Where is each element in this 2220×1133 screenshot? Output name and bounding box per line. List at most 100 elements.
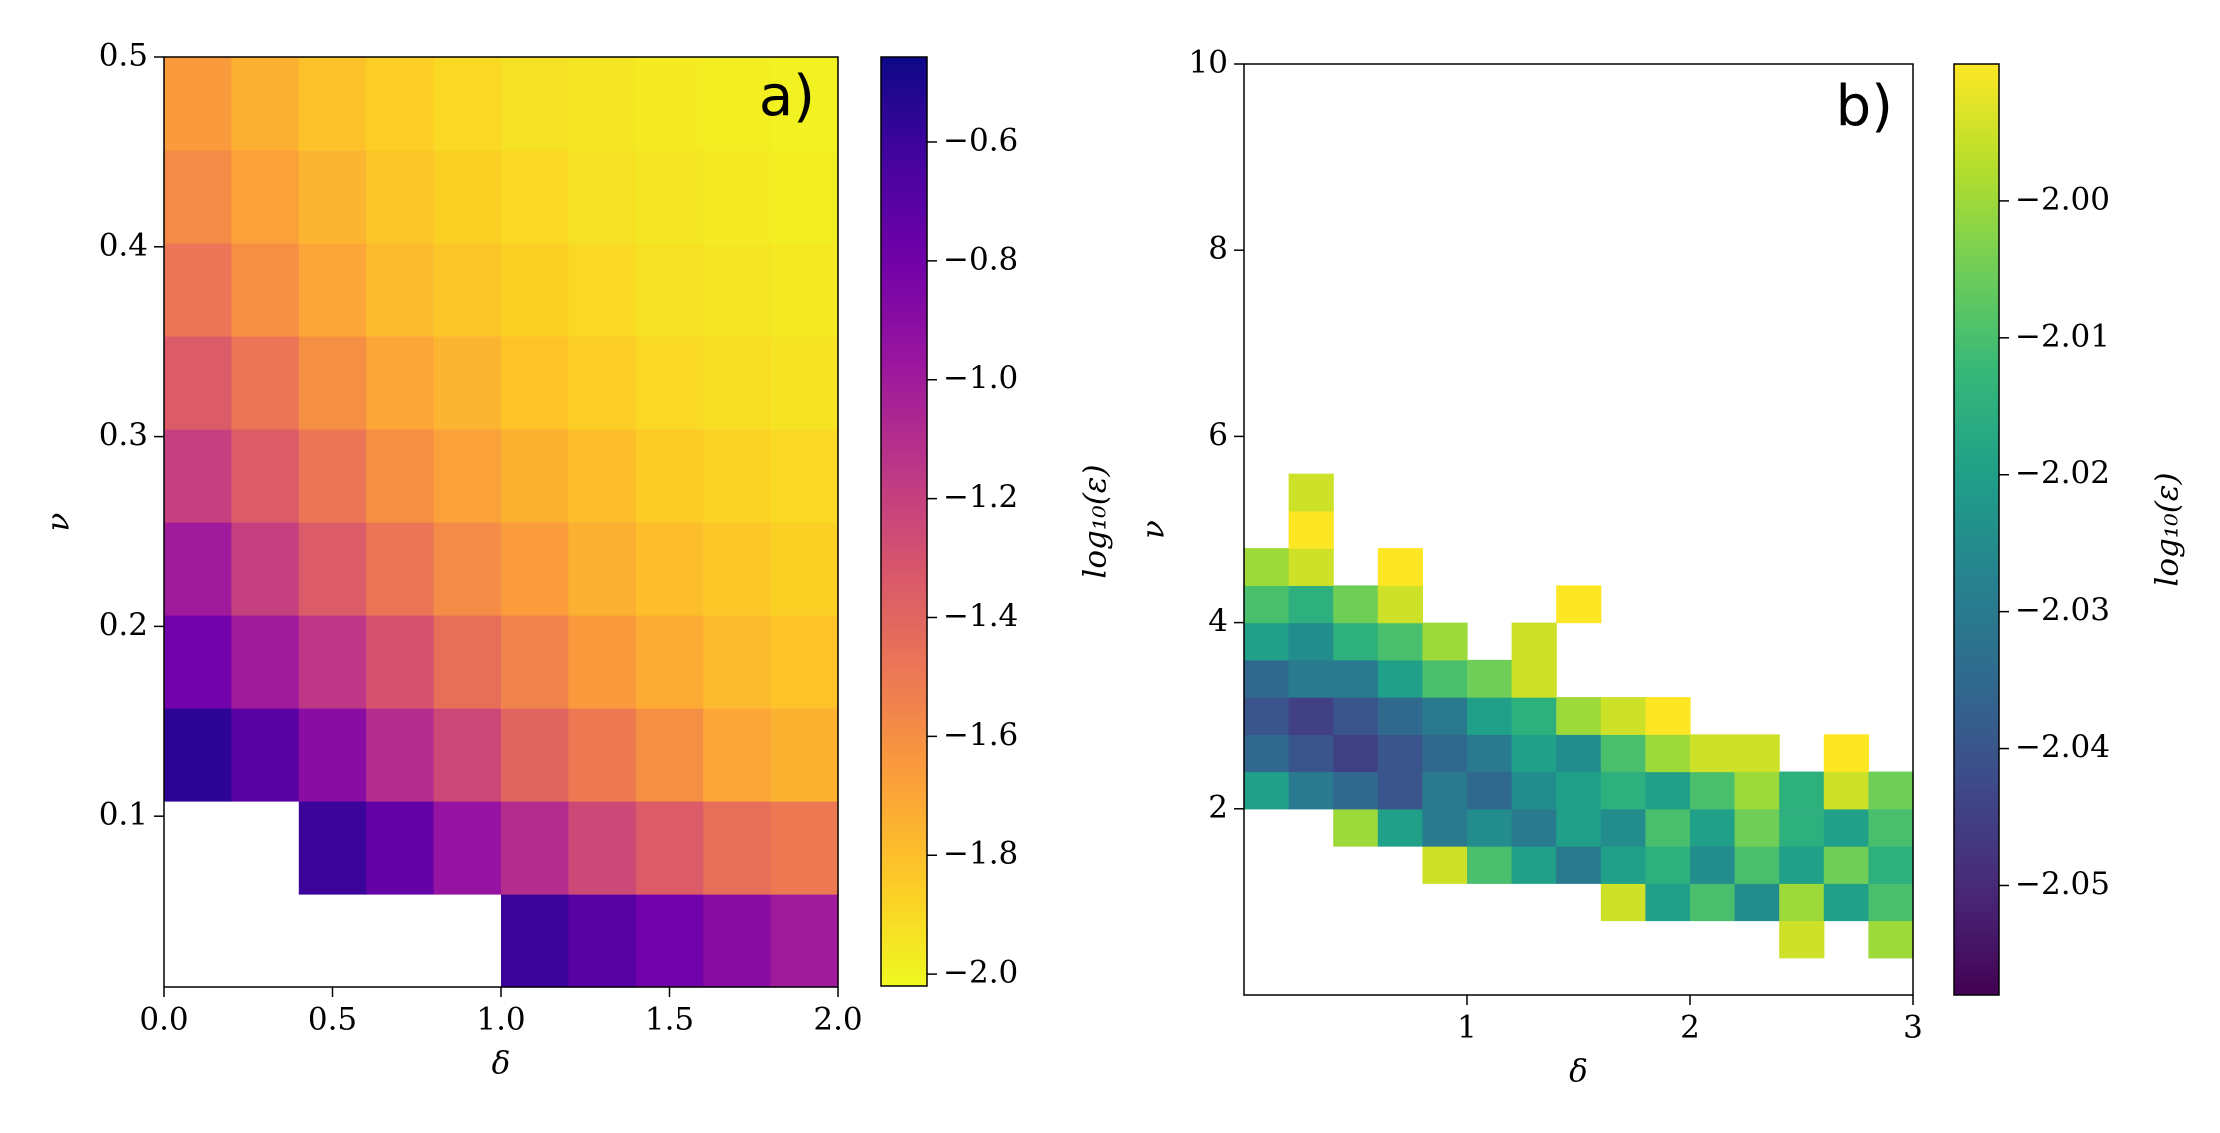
heatmap-cell bbox=[1645, 883, 1691, 922]
heatmap-cell bbox=[1779, 771, 1825, 810]
heatmap-cell bbox=[1823, 734, 1869, 773]
heatmap-cell bbox=[1244, 548, 1290, 586]
heatmap-cell bbox=[1288, 659, 1334, 698]
heatmap-cell bbox=[1422, 697, 1468, 735]
heatmap-cell bbox=[770, 150, 839, 244]
colorbar-tick-label: −2.05 bbox=[2015, 866, 2110, 902]
heatmap-cell bbox=[366, 150, 435, 244]
colorbar-tick-label: −2.03 bbox=[2015, 592, 2110, 628]
heatmap-cell bbox=[770, 801, 839, 895]
heatmap-cell bbox=[1467, 846, 1513, 884]
heatmap-cell bbox=[1288, 734, 1334, 773]
heatmap-cell bbox=[433, 243, 502, 337]
heatmap-cell bbox=[635, 336, 704, 430]
colorbar-tick-label: −2.02 bbox=[2015, 455, 2110, 491]
heatmap-cell bbox=[1288, 473, 1334, 512]
heatmap-cell bbox=[298, 522, 367, 616]
heatmap-cell bbox=[770, 522, 839, 616]
heatmap-cell bbox=[1556, 846, 1602, 884]
heatmap-cell bbox=[164, 429, 232, 523]
heatmap-cell bbox=[1779, 808, 1825, 847]
heatmap-cell bbox=[231, 615, 300, 709]
heatmap-cell bbox=[1288, 771, 1334, 810]
heatmap-cell bbox=[770, 57, 839, 151]
heatmap-cell bbox=[1467, 808, 1513, 847]
heatmap-cell bbox=[366, 429, 435, 523]
heatmap-cell bbox=[703, 57, 772, 151]
heatmap-cell bbox=[1600, 808, 1646, 847]
heatmap-cell bbox=[1868, 846, 1914, 884]
colorbar-tick-label: −2.0 bbox=[943, 955, 1018, 991]
heatmap-cell bbox=[433, 801, 502, 895]
heatmap-cell bbox=[1511, 734, 1557, 773]
y-tick-label: 0.4 bbox=[99, 227, 148, 263]
heatmap-cell bbox=[366, 801, 435, 895]
x-axis-label: δ bbox=[492, 1046, 511, 1082]
heatmap-cell bbox=[1600, 697, 1646, 735]
heatmap-cell bbox=[501, 894, 569, 988]
heatmap-cell bbox=[366, 615, 435, 709]
heatmap-cell bbox=[501, 243, 569, 337]
heatmap-cell bbox=[635, 150, 704, 244]
heatmap-cell bbox=[568, 57, 637, 151]
heatmap-cell bbox=[1377, 734, 1423, 773]
heatmap-cell bbox=[1734, 846, 1780, 884]
x-tick-label: 0.0 bbox=[139, 1002, 188, 1038]
heatmap-cell bbox=[1467, 734, 1513, 773]
heatmap-cell bbox=[770, 429, 839, 523]
heatmap-cell bbox=[1645, 697, 1691, 735]
heatmap-cell bbox=[635, 615, 704, 709]
colorbar-label: log₁₀(ε) bbox=[2150, 472, 2186, 586]
heatmap-cell bbox=[568, 615, 637, 709]
heatmap-cell bbox=[568, 522, 637, 616]
heatmap-cell bbox=[1288, 510, 1334, 549]
heatmap-cell bbox=[568, 429, 637, 523]
heatmap-cells bbox=[1244, 473, 1914, 959]
heatmap-cell bbox=[1467, 697, 1513, 735]
colorbar bbox=[880, 56, 928, 987]
heatmap-cell bbox=[1377, 548, 1423, 586]
panel-label: b) bbox=[1836, 74, 1893, 139]
heatmap-cell bbox=[501, 150, 569, 244]
axes-frame bbox=[1243, 63, 1914, 996]
y-tick-label: 4 bbox=[1208, 603, 1228, 639]
heatmap-cell bbox=[703, 801, 772, 895]
heatmap-cell bbox=[1511, 771, 1557, 810]
heatmap-cell bbox=[164, 150, 232, 244]
heatmap-cell bbox=[298, 336, 367, 430]
colorbar-tick-label: −1.8 bbox=[943, 836, 1018, 872]
heatmap-cell bbox=[703, 429, 772, 523]
y-tick-label: 8 bbox=[1208, 231, 1228, 267]
heatmap-cell bbox=[1823, 808, 1869, 847]
x-tick-label: 1 bbox=[1457, 1010, 1477, 1046]
heatmap-cell bbox=[1244, 585, 1290, 624]
heatmap-cell bbox=[635, 708, 704, 802]
heatmap-cell bbox=[1377, 622, 1423, 661]
y-tick-label: 6 bbox=[1208, 417, 1228, 453]
heatmap-cell bbox=[433, 150, 502, 244]
colorbar-tick-label: −2.01 bbox=[2015, 318, 2110, 354]
heatmap-cell bbox=[1333, 771, 1379, 810]
heatmap-cell bbox=[366, 522, 435, 616]
heatmap-cell bbox=[568, 708, 637, 802]
heatmap-cell bbox=[1422, 659, 1468, 698]
heatmap-cell bbox=[1645, 846, 1691, 884]
heatmap-cell bbox=[635, 243, 704, 337]
y-tick-label: 0.3 bbox=[99, 417, 148, 453]
heatmap-cell bbox=[366, 57, 435, 151]
heatmap-cell bbox=[1823, 883, 1869, 922]
heatmap-cell bbox=[1377, 585, 1423, 624]
heatmap-cell bbox=[1333, 697, 1379, 735]
heatmap-cell bbox=[770, 243, 839, 337]
heatmap-cell bbox=[1734, 883, 1780, 922]
heatmap-cell bbox=[1690, 771, 1736, 810]
heatmap-cell bbox=[1779, 883, 1825, 922]
heatmap-cell bbox=[298, 708, 367, 802]
heatmap-cell bbox=[635, 57, 704, 151]
heatmap-cell bbox=[1333, 734, 1379, 773]
y-tick-label: 0.2 bbox=[99, 607, 148, 643]
heatmap-cell bbox=[1556, 697, 1602, 735]
heatmap-cell bbox=[231, 522, 300, 616]
heatmap-cell bbox=[1244, 659, 1290, 698]
heatmap-cell bbox=[1288, 622, 1334, 661]
